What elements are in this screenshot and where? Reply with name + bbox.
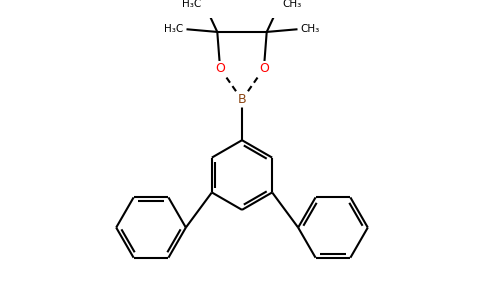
Text: B: B bbox=[238, 93, 246, 106]
Text: H₃C: H₃C bbox=[182, 0, 201, 9]
Text: CH₃: CH₃ bbox=[300, 24, 319, 34]
Text: CH₃: CH₃ bbox=[283, 0, 302, 9]
Text: O: O bbox=[215, 62, 225, 75]
Text: H₃C: H₃C bbox=[165, 24, 184, 34]
Text: O: O bbox=[259, 62, 269, 75]
